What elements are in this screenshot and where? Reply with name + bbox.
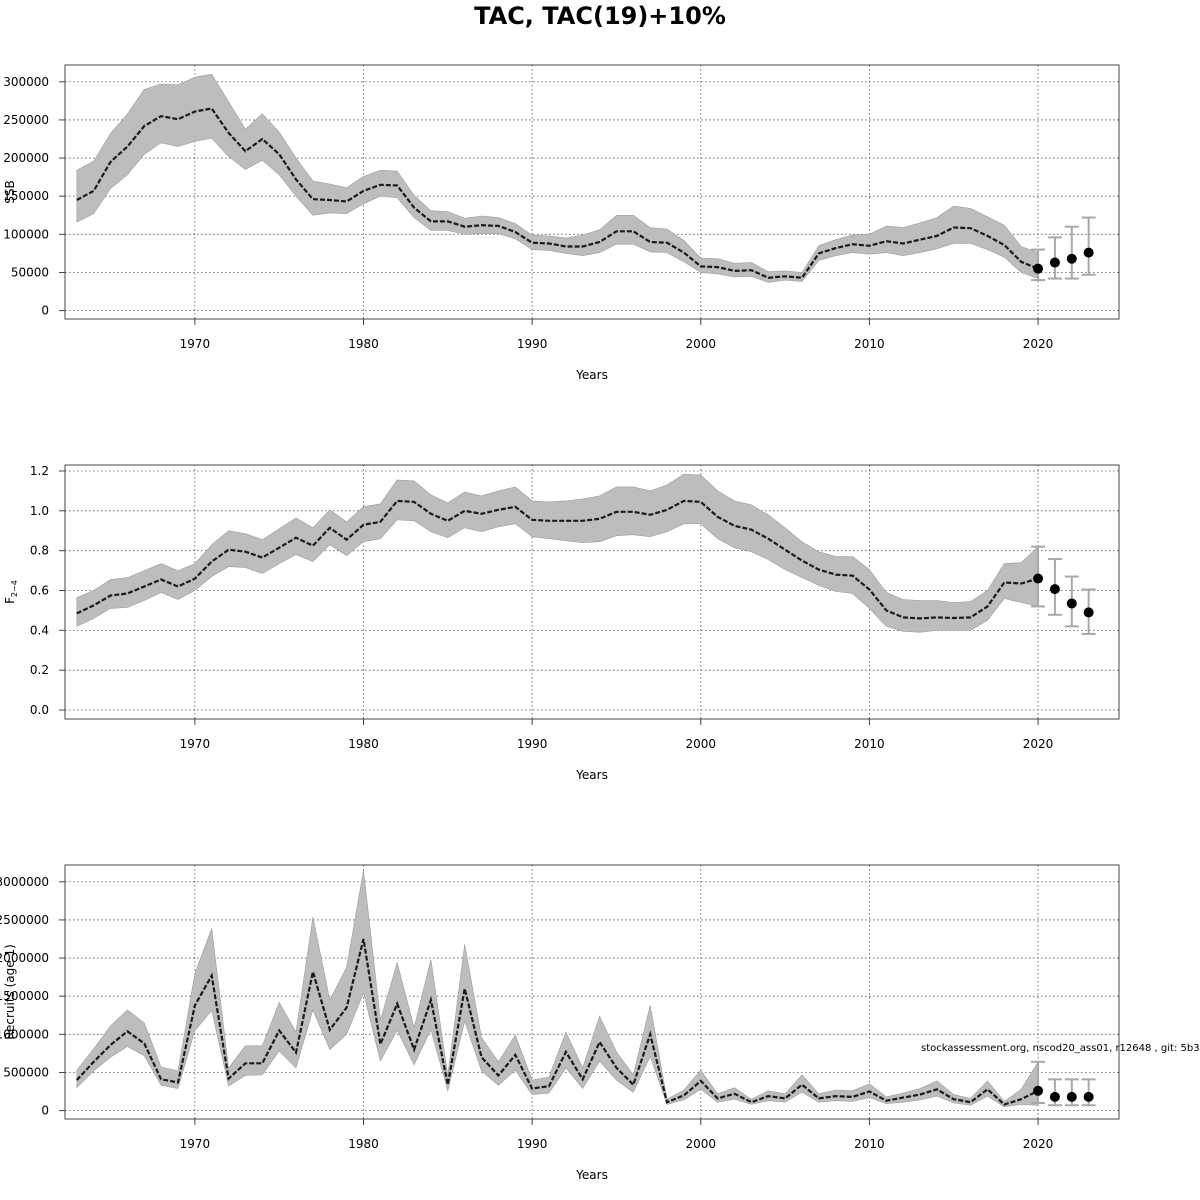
recruits-xtick-label-2010: 2010 — [854, 1137, 885, 1151]
recruits-forecast-point-2023 — [1083, 1091, 1094, 1102]
fbar-xtick-label-1990: 1990 — [517, 737, 548, 751]
fbar-y-axis-label: F2−4 — [3, 580, 19, 604]
recruits-ytick-label-6: 3000000 — [0, 875, 49, 889]
recruits-forecast-errorbar-2020 — [1031, 1060, 1046, 1104]
fbar-ytick-label-5: 1.0 — [30, 504, 49, 518]
ssb-xtick-label-1990: 1990 — [517, 337, 548, 351]
ssb-plot-frame — [64, 64, 1120, 320]
ssb-forecast-point-2023 — [1083, 247, 1094, 258]
recruits-confidence-band — [76, 870, 1039, 1108]
ssb-ytick-label-6: 300000 — [3, 75, 49, 89]
fbar-forecast-point-2023 — [1083, 607, 1094, 618]
fbar-panel: 1970 1980 1990 2000 2010 2020 0.0 0.2 0.4 0.6 0.8 1… — [3, 464, 1120, 782]
recruits-forecast-point-2020 — [1033, 1085, 1044, 1096]
ssb-ytick-label-3: 150000 — [3, 189, 49, 203]
ssb-ytick-label-0: 0 — [41, 304, 49, 318]
fbar-xtick-label-1980: 1980 — [348, 737, 379, 751]
ssb-forecast-point-2021 — [1049, 257, 1060, 268]
recruits-ytick-label-3: 1500000 — [0, 989, 49, 1003]
ssb-estimate-line — [76, 107, 1039, 279]
fbar-ytick-label-1: 0.2 — [30, 663, 49, 677]
fbar-xtick-label-1970: 1970 — [180, 737, 211, 751]
recruits-xtick-label-2020: 2020 — [1023, 1137, 1054, 1151]
recruits-y-axis-label: Recruits (age 1) — [3, 944, 17, 1040]
recruits-forecast-point-2021 — [1049, 1091, 1060, 1102]
ssb-forecast-errorbar-2023 — [1081, 216, 1096, 276]
recruits-xtick-label-1990: 1990 — [517, 1137, 548, 1151]
fbar-ytick-label-2: 0.4 — [30, 623, 49, 637]
recruits-ytick-label-2: 1000000 — [0, 1027, 49, 1041]
fbar-ytick-label-4: 0.8 — [30, 544, 49, 558]
ssb-x-axis-label: Years — [575, 368, 608, 382]
recruits-plot-frame — [64, 864, 1120, 1120]
recruits-ytick-label-5: 2500000 — [0, 913, 49, 927]
ssb-ytick-label-4: 200000 — [3, 151, 49, 165]
footnote: stockassessment.org, nscod20_ass01, r126… — [921, 1043, 1200, 1054]
recruits-xtick-label-1980: 1980 — [348, 1137, 379, 1151]
fbar-ytick-label-3: 0.6 — [30, 584, 49, 598]
recruits-ytick-label-0: 0 — [41, 1104, 49, 1118]
fbar-plot-frame — [64, 464, 1120, 720]
fbar-forecast-point-2020 — [1033, 573, 1044, 584]
fbar-confidence-band — [76, 473, 1039, 633]
ssb-xtick-label-1980: 1980 — [348, 337, 379, 351]
ssb-xtick-label-2000: 2000 — [685, 337, 716, 351]
ssb-forecast-point-2022 — [1066, 253, 1077, 264]
recruits-ytick-label-4: 2000000 — [0, 951, 49, 965]
recruits-panel: 1970 1980 1990 2000 2010 2020 0 500000 1000000 15… — [0, 864, 1120, 1182]
ssb-confidence-band — [76, 73, 1039, 283]
fbar-ytick-label-0: 0.0 — [30, 703, 49, 717]
recruits-xtick-label-2000: 2000 — [685, 1137, 716, 1151]
ssb-xtick-label-1970: 1970 — [180, 337, 211, 351]
ssb-panel: 1970 1980 1990 2000 2010 2020 0 50000 100000 1500… — [3, 64, 1120, 382]
ssb-xtick-label-2010: 2010 — [854, 337, 885, 351]
ssb-forecast-errorbar-2022 — [1064, 225, 1079, 280]
fbar-xtick-label-2000: 2000 — [685, 737, 716, 751]
ssb-forecast-point-2020 — [1033, 263, 1044, 274]
fbar-xtick-label-2020: 2020 — [1023, 737, 1054, 751]
recruits-ytick-label-1: 500000 — [3, 1065, 49, 1079]
ssb-ytick-label-2: 100000 — [3, 227, 49, 241]
fbar-xtick-label-2010: 2010 — [854, 737, 885, 751]
chart-title: TAC, TAC(19)+10% — [474, 2, 726, 30]
fbar-forecast-point-2021 — [1049, 584, 1060, 595]
ssb-y-axis-label: SSB — [3, 180, 17, 203]
ssb-ytick-label-5: 250000 — [3, 113, 49, 127]
recruits-xtick-label-1970: 1970 — [180, 1137, 211, 1151]
fbar-estimate-line — [76, 499, 1039, 620]
fbar-x-axis-label: Years — [575, 768, 608, 782]
ssb-xtick-label-2020: 2020 — [1023, 337, 1054, 351]
fbar-forecast-point-2022 — [1066, 598, 1077, 609]
ssb-ytick-label-1: 50000 — [11, 265, 49, 279]
recruits-x-axis-label: Years — [575, 1168, 608, 1182]
recruits-forecast-point-2022 — [1066, 1091, 1077, 1102]
fbar-ytick-label-6: 1.2 — [30, 464, 49, 478]
